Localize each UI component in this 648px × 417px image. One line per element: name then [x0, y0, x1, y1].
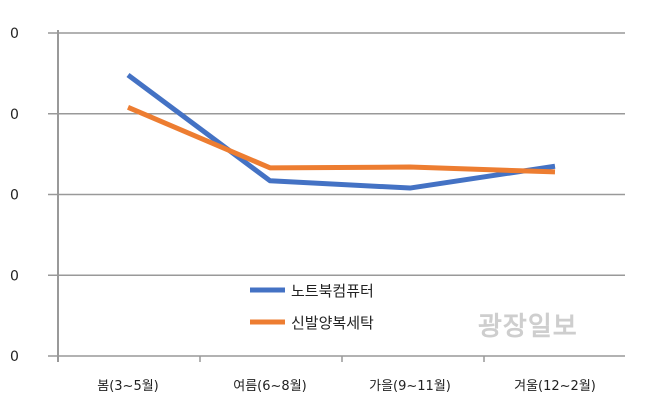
x-tick-label: 가을(9~11월): [369, 379, 451, 394]
y-tick-label: 0: [10, 349, 19, 365]
x-tick-label: 봄(3~5월): [97, 379, 159, 394]
legend-label: 노트북컴퓨터: [291, 282, 374, 300]
y-tick-label: 0: [10, 26, 19, 42]
series-line-1: [126, 72, 556, 191]
legend-label: 신발양복세탁: [291, 314, 374, 332]
x-tick-label: 여름(6~8월): [233, 379, 306, 394]
y-tick-label: 0: [10, 268, 19, 284]
y-tick-label: 0: [10, 107, 19, 123]
series-line-2: [127, 104, 556, 175]
watermark: 광장일보: [478, 312, 578, 342]
x-tick-label: 겨울(12~2월): [514, 379, 596, 394]
y-tick-label: 0: [10, 188, 19, 204]
